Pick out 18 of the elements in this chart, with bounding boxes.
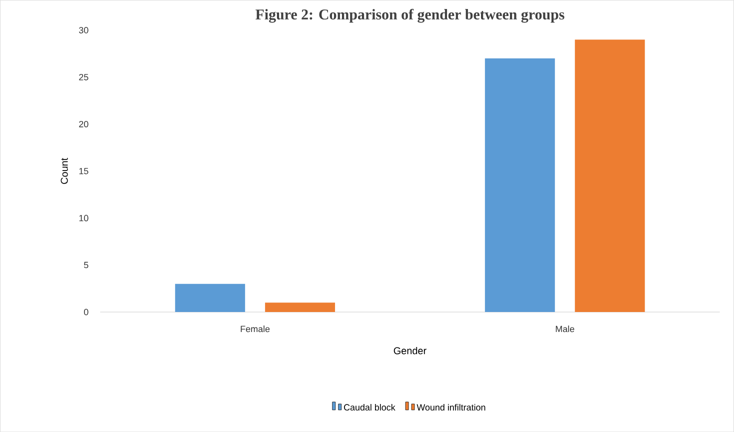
x-tick-label: Female bbox=[240, 325, 270, 332]
y-tick-label: 15 bbox=[79, 168, 88, 174]
x-tick-label: Male bbox=[556, 325, 574, 332]
bar bbox=[574, 40, 645, 312]
y-axis-title: Count bbox=[60, 158, 68, 184]
y-tick-label: 25 bbox=[79, 74, 88, 80]
legend-label: Caudal block bbox=[344, 404, 396, 410]
chart-title: Figure 2: Comparison of gender between groups bbox=[256, 8, 564, 23]
y-tick-label: 0 bbox=[84, 308, 88, 316]
y-tick-label: 20 bbox=[79, 120, 88, 128]
y-tick-label: 5 bbox=[84, 262, 88, 268]
legend-label: Wound infiltration bbox=[416, 404, 486, 410]
y-tick-label: 10 bbox=[79, 214, 88, 222]
bar bbox=[265, 302, 336, 312]
bar bbox=[484, 58, 555, 312]
y-tick-label: 30 bbox=[79, 26, 88, 34]
x-axis-title: Gender bbox=[394, 346, 426, 354]
bar bbox=[175, 284, 246, 312]
